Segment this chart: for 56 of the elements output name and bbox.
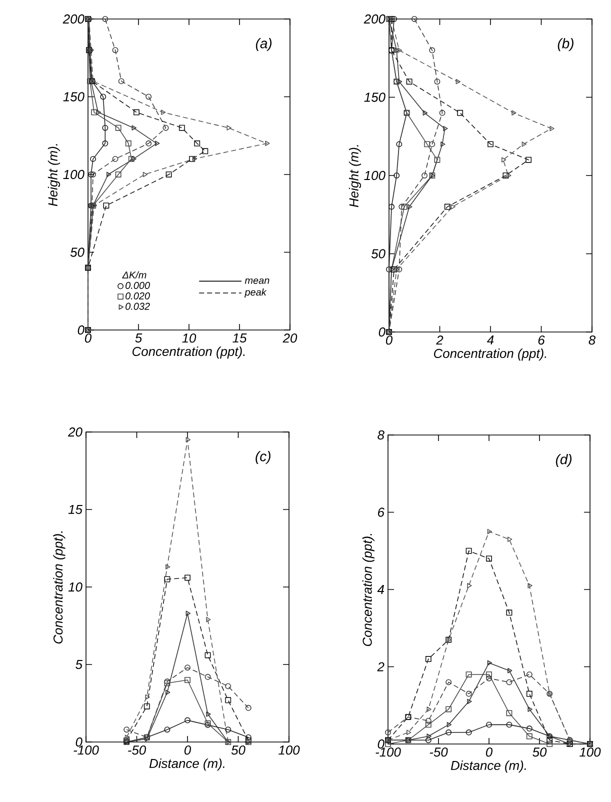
- x-tick-label: 0: [486, 748, 492, 757]
- x-tick-label: 15: [232, 334, 247, 343]
- legend-label: 0.020: [126, 292, 150, 300]
- annotation: (d): [556, 454, 572, 467]
- y-tick-label: 8: [378, 430, 384, 440]
- annotation: (c): [256, 451, 270, 464]
- y-tick-label: 50: [70, 248, 84, 257]
- y-tick-label: 2: [377, 662, 384, 672]
- x-tick-label: -50: [128, 746, 146, 755]
- x-tick-label: -100: [376, 748, 401, 757]
- y-axis-title: Concentration (ppt).: [53, 531, 66, 644]
- annotation: mean: [244, 278, 270, 284]
- y-tick-label: 10: [68, 582, 82, 592]
- y-tick-label: 100: [63, 170, 84, 180]
- x-tick-label: 2: [436, 336, 444, 345]
- y-tick-label: 20: [68, 427, 82, 437]
- legend-title: ΔK/m: [122, 271, 146, 279]
- y-axis-title: Height (m).: [348, 145, 362, 208]
- x-tick-label: 100: [278, 746, 300, 755]
- x-tick-label: 50: [532, 748, 547, 757]
- x-axis-title: Concentration (ppt).: [132, 346, 245, 359]
- y-tick-label: 0: [78, 325, 84, 335]
- y-tick-label: 0: [76, 737, 82, 747]
- y-axis-title: Concentration (ppt).: [362, 534, 374, 646]
- x-tick-label: 6: [538, 336, 545, 345]
- y-tick-label: 15: [68, 504, 83, 514]
- x-tick-label: 0: [84, 334, 92, 343]
- x-tick-label: 100: [580, 748, 601, 757]
- y-tick-label: 150: [63, 92, 84, 102]
- x-tick-label: 20: [282, 334, 298, 343]
- y-tick-label: 150: [364, 92, 386, 102]
- legend-label: 0.000: [126, 282, 150, 289]
- y-tick-label: 4: [377, 585, 384, 594]
- x-axis-title: Concentration (ppt).: [434, 348, 546, 361]
- y-tick-label: 200: [62, 14, 84, 24]
- y-axis-title: Height (m).: [48, 144, 60, 206]
- x-tick-label: 0: [386, 336, 392, 345]
- annotation: (b): [558, 38, 574, 52]
- y-tick-label: 200: [364, 14, 386, 24]
- y-tick-label: 100: [364, 170, 386, 180]
- annotation: peak: [244, 288, 267, 298]
- x-tick-label: 5: [135, 334, 142, 343]
- x-tick-label: 0: [184, 746, 191, 755]
- x-tick-label: -50: [430, 748, 448, 757]
- x-axis-title: Distance (m).: [450, 760, 526, 773]
- y-tick-label: 5: [76, 660, 83, 670]
- x-tick-label: -100: [74, 746, 99, 755]
- annotation: (a): [256, 38, 272, 52]
- x-tick-label: 4: [486, 336, 494, 344]
- legend-label: 0.032: [126, 302, 150, 310]
- x-tick-label: 50: [231, 746, 246, 755]
- y-tick-label: 50: [371, 249, 386, 258]
- y-tick-label: 6: [378, 508, 384, 517]
- x-tick-label: 10: [182, 334, 196, 343]
- x-axis-title: Distance (m).: [149, 758, 224, 771]
- x-tick-label: 8: [588, 336, 596, 345]
